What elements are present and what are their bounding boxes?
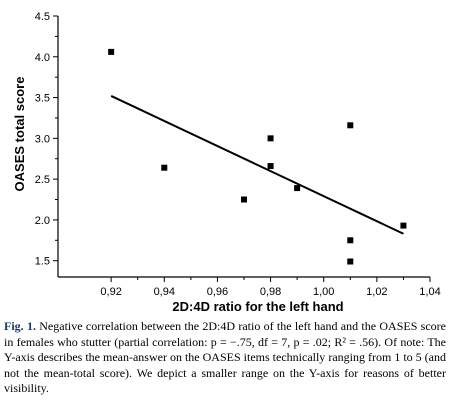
y-tick-label: 4.0 [35,52,50,64]
caption-label: Fig. 1. [4,319,36,333]
x-tick-label: 1,00 [313,286,334,298]
scatter-chart: 0,92 0,94 0,96 0,98 1,00 1,02 1,04 1.5 2.0 2.5 3.0… [12,11,441,314]
caption-text: Negative correlation between the 2D:4D r… [4,319,446,396]
x-tick-label: 0,96 [207,286,228,298]
data-point [400,222,407,229]
x-tick-label: 1,02 [366,286,387,298]
trendline-layer [110,95,404,235]
figure-caption: Fig. 1. Negative correlation between the… [4,319,446,397]
chart-axes [57,16,430,278]
y-tick-label: 3.0 [35,133,50,145]
data-point [241,196,247,203]
y-tick-label: 1.5 [35,256,50,268]
data-point [347,258,354,265]
y-tick-label: 4.5 [35,11,50,23]
data-points-layer [108,48,407,265]
x-tick-label: 1,04 [419,286,440,298]
data-point [347,237,354,244]
data-point [267,163,274,170]
x-tick-label: 0,94 [154,286,175,298]
x-tick-label: 0,92 [100,286,121,298]
x-axis-label: 2D:4D ratio for the left hand [172,299,343,314]
chart-ticks: 0,92 0,94 0,96 0,98 1,00 1,02 1,04 1.5 2.0 2.5 3.0… [35,11,441,298]
data-point [347,122,354,129]
data-point [161,164,168,171]
y-axis-label: OASES total score [12,77,27,192]
data-point [267,135,274,142]
data-point [108,48,115,55]
regression-line [110,95,404,235]
x-tick-label: 0,98 [260,286,281,298]
data-point [294,185,301,192]
y-tick-label: 2.0 [35,215,50,227]
y-tick-label: 2.5 [35,174,50,186]
y-tick-label: 3.5 [35,93,50,105]
